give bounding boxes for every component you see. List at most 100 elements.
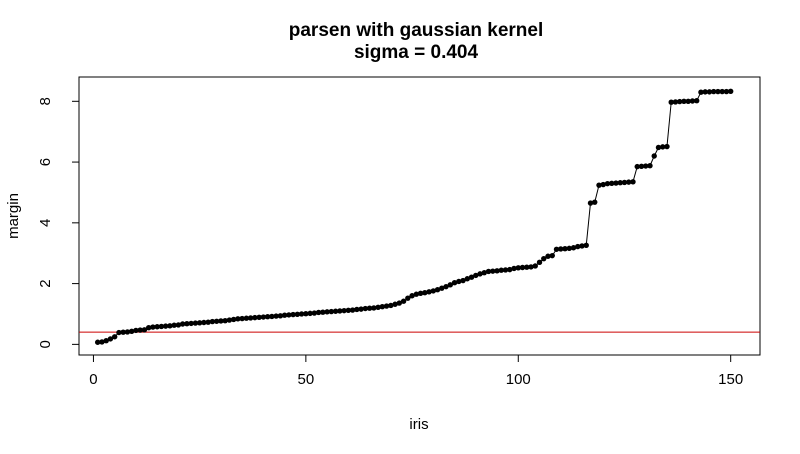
data-point [167, 323, 173, 329]
data-point [570, 245, 577, 251]
data-point [541, 255, 547, 262]
data-point [664, 143, 670, 150]
data-point [196, 320, 203, 326]
data-point [294, 311, 301, 317]
data-point [638, 163, 645, 170]
data-point [269, 313, 275, 320]
data-point [536, 259, 543, 266]
data-point [723, 88, 730, 95]
data-point [239, 315, 245, 322]
data-point [634, 163, 640, 170]
data-point [434, 286, 441, 293]
data-point [311, 310, 318, 316]
data-point [409, 293, 415, 299]
series-line [97, 90, 731, 343]
series-points [94, 88, 734, 345]
data-point [668, 99, 674, 105]
data-point [710, 88, 717, 95]
data-point [290, 311, 296, 318]
data-point [498, 267, 504, 273]
x-tick-label: 150 [718, 371, 743, 388]
data-point [677, 98, 683, 105]
data-point [422, 290, 428, 296]
y-axis-label: margin [5, 193, 22, 239]
data-point [277, 313, 284, 319]
data-point [515, 265, 521, 271]
data-point [213, 318, 220, 324]
data-point [162, 323, 169, 329]
data-point [587, 200, 594, 206]
data-point [179, 321, 186, 327]
data-point [727, 88, 734, 94]
y-tick-label: 4 [37, 219, 54, 227]
data-point [562, 245, 568, 252]
data-point [383, 303, 390, 309]
data-point [281, 312, 288, 318]
data-point [120, 329, 126, 335]
chart-subtitle: sigma = 0.404 [354, 42, 479, 63]
data-point [222, 317, 228, 324]
data-point [230, 316, 237, 323]
data-point [468, 274, 475, 280]
data-point [362, 305, 369, 312]
data-point [643, 163, 649, 169]
y-tick-label: 8 [37, 97, 54, 105]
data-point [392, 301, 398, 307]
x-tick-label: 0 [89, 371, 97, 388]
data-point [681, 98, 687, 105]
data-point [315, 309, 322, 316]
data-point [532, 263, 538, 269]
data-point [460, 277, 466, 284]
x-tick-label: 50 [298, 371, 315, 388]
chart-title: parsen with gaussian kernel [289, 20, 543, 41]
data-point [617, 180, 623, 186]
data-point [358, 306, 364, 312]
data-point [626, 179, 632, 185]
data-point [286, 312, 292, 318]
data-point [583, 242, 589, 249]
data-point [566, 245, 572, 252]
data-point [188, 320, 194, 327]
data-point [604, 180, 611, 187]
data-point [706, 89, 713, 95]
data-point [303, 310, 309, 317]
data-point [524, 264, 530, 270]
data-point [260, 314, 267, 320]
data-point [630, 179, 636, 185]
data-point [698, 89, 704, 95]
data-point [218, 318, 224, 324]
data-point [621, 179, 628, 186]
data-point [528, 264, 534, 270]
x-axis: 0 50 100 150 [89, 354, 743, 388]
data-point [473, 272, 479, 279]
data-point [715, 88, 721, 95]
data-point [366, 305, 373, 311]
data-point [133, 327, 139, 334]
data-point [307, 310, 313, 317]
data-point [660, 144, 666, 150]
data-point [477, 271, 483, 277]
data-point [128, 328, 135, 335]
data-point [613, 180, 619, 186]
data-point [201, 319, 207, 326]
data-point [443, 283, 449, 290]
data-point [150, 324, 156, 330]
data-point [298, 311, 305, 317]
data-point [341, 307, 347, 314]
data-point [405, 295, 411, 301]
data-point [375, 304, 381, 310]
data-point [494, 268, 500, 274]
data-point [379, 303, 386, 310]
data-point [264, 314, 271, 320]
data-point [519, 264, 526, 271]
data-point [596, 182, 602, 188]
data-point [592, 199, 598, 205]
plot-frame [78, 76, 761, 356]
data-point [141, 327, 148, 333]
data-point [553, 246, 560, 252]
data-point [94, 339, 101, 345]
data-point [502, 267, 509, 273]
data-point [324, 309, 330, 315]
data-point [154, 324, 160, 330]
data-point [719, 88, 725, 95]
